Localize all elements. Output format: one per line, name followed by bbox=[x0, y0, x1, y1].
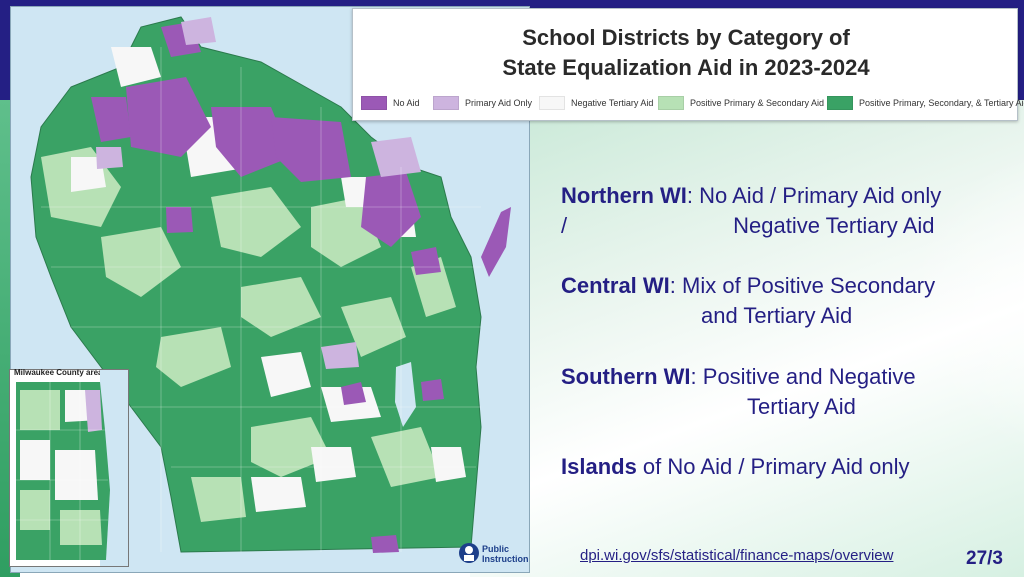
page-number: 27/3 bbox=[966, 548, 1003, 569]
legend-swatch bbox=[361, 96, 387, 110]
no-aid-regions bbox=[91, 22, 444, 553]
door-peninsula bbox=[481, 207, 511, 277]
legend-items: No Aid Primary Aid Only Negative Tertiar… bbox=[361, 95, 1024, 111]
legend-swatch bbox=[433, 96, 459, 110]
primary-aid-only-regions bbox=[96, 17, 421, 369]
slide-background bbox=[470, 100, 1024, 577]
legend-item-positive-all: Positive Primary, Secondary, & Tertiary … bbox=[827, 95, 1024, 111]
region-label: Islands bbox=[561, 454, 637, 479]
lake-winnebago bbox=[395, 362, 416, 427]
region-label: Northern WI bbox=[561, 183, 687, 208]
northern-summary: Northern WI: No Aid / Primary Aid only /… bbox=[561, 183, 942, 238]
dpi-logo-icon bbox=[459, 543, 479, 563]
legend-item-no-aid: No Aid bbox=[361, 95, 420, 111]
logo-line1: Public bbox=[482, 544, 510, 554]
region-label: Southern WI bbox=[561, 364, 691, 389]
map-legend: School Districts by Category of State Eq… bbox=[352, 8, 1024, 121]
source-link[interactable]: dpi.wi.gov/sfs/statistical/finance-maps/… bbox=[580, 547, 894, 564]
map-canvas bbox=[30, 16, 511, 553]
inset-canvas bbox=[16, 370, 128, 566]
map-title: School Districts by Category of State Eq… bbox=[502, 25, 870, 80]
legend-item-negative-tertiary: Negative Tertiary Aid bbox=[539, 95, 653, 111]
region-label: Central WI bbox=[561, 273, 670, 298]
legend-item-positive-primary-secondary: Positive Primary & Secondary Aid bbox=[658, 95, 824, 111]
legend-swatch bbox=[539, 96, 565, 110]
legend-item-primary-aid-only: Primary Aid Only bbox=[433, 95, 532, 111]
district-boundaries bbox=[41, 47, 481, 552]
legend-swatch bbox=[658, 96, 684, 110]
legend-swatch bbox=[827, 96, 853, 110]
logo-line2: Instruction bbox=[482, 554, 529, 564]
central-summary: Central WI: Mix of Positive Secondary an… bbox=[561, 273, 936, 328]
dpi-logo: Public Instruction bbox=[458, 536, 529, 570]
milwaukee-inset-map[interactable]: Milwaukee County area bbox=[9, 368, 129, 567]
inset-title: Milwaukee County area bbox=[14, 368, 103, 377]
islands-summary: Islands of No Aid / Primary Aid only bbox=[561, 454, 910, 479]
southern-summary: Southern WI: Positive and Negative Terti… bbox=[561, 364, 916, 419]
